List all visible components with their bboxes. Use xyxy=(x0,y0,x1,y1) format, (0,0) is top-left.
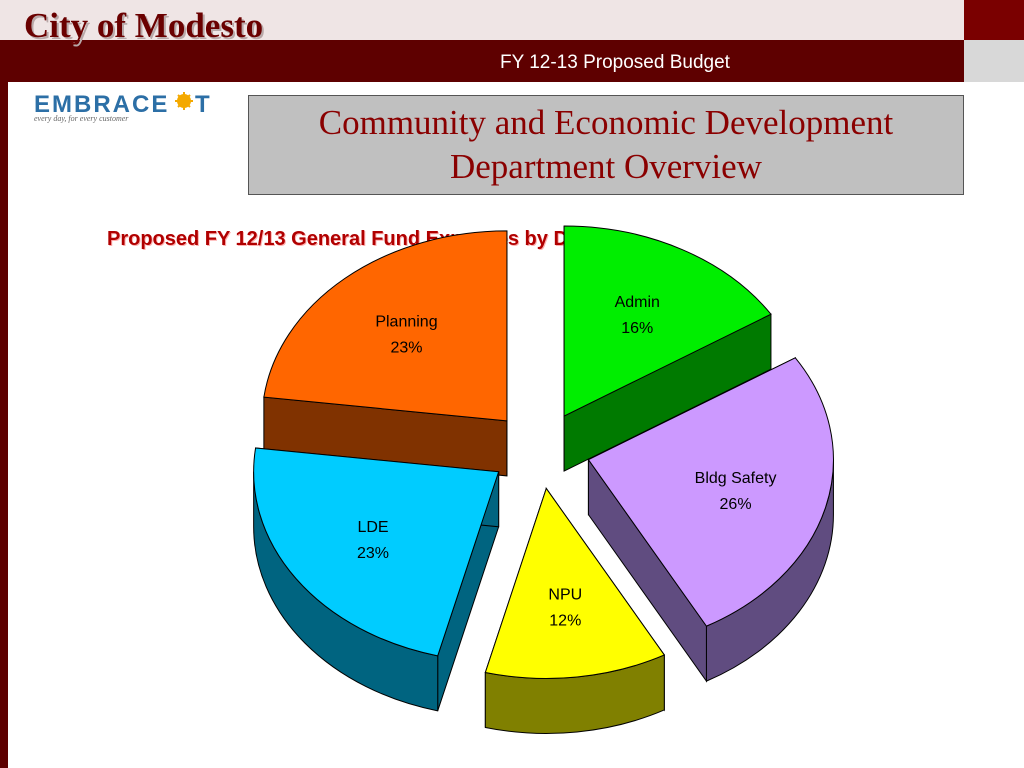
slice-value-admin: 16% xyxy=(621,320,653,337)
slice-bldg-safety-top xyxy=(587,357,834,627)
slice-value-planning: 23% xyxy=(390,340,422,357)
slide-title-line1: Community and Economic Development xyxy=(318,103,894,143)
slice-value-bldg-safety: 26% xyxy=(720,496,752,513)
slice-label-admin: Admin xyxy=(615,294,660,311)
slide-title-box: Community and Economic Development Depar… xyxy=(248,95,964,195)
slice-value-npu: 12% xyxy=(549,612,581,629)
slice-label-bldg-safety: Bldg Safety xyxy=(695,470,777,487)
slice-label-planning: Planning xyxy=(375,314,437,331)
logo-star-icon xyxy=(175,92,193,110)
slice-npu: NPU 12% xyxy=(484,486,666,734)
budget-subtitle: FY 12-13 Proposed Budget xyxy=(500,52,730,73)
slice-planning: Planning 23% xyxy=(263,230,508,477)
slice-npu-top xyxy=(484,487,666,679)
embrace-it-logo: EMBRACE T every day, for every customer xyxy=(32,90,232,124)
logo-graphic: EMBRACE T every day, for every customer xyxy=(34,91,210,123)
logo-tagline: every day, for every customer xyxy=(34,114,129,123)
slice-label-npu: NPU xyxy=(548,586,582,603)
slice-admin-top xyxy=(563,225,772,417)
slice-planning-top xyxy=(263,230,508,422)
slide-title: Community and Economic Development Depar… xyxy=(319,101,893,189)
city-title: City of Modesto xyxy=(24,6,264,45)
logo-wordmark: EMBRACE xyxy=(34,91,169,118)
slice-lde: LDE 23% xyxy=(253,447,500,712)
svg-text:T: T xyxy=(195,91,210,118)
slice-value-lde: 23% xyxy=(357,545,389,562)
slice-admin: Admin 16% xyxy=(563,225,772,472)
slide-title-line2: Department Overview xyxy=(450,147,762,186)
slice-lde-top xyxy=(253,447,500,657)
header-top-band xyxy=(0,0,964,40)
header-right-block xyxy=(964,0,1024,40)
slice-label-lde: LDE xyxy=(357,519,388,536)
slice-bldg-safety: Bldg Safety 26% xyxy=(587,357,834,683)
left-stripe xyxy=(0,82,8,768)
